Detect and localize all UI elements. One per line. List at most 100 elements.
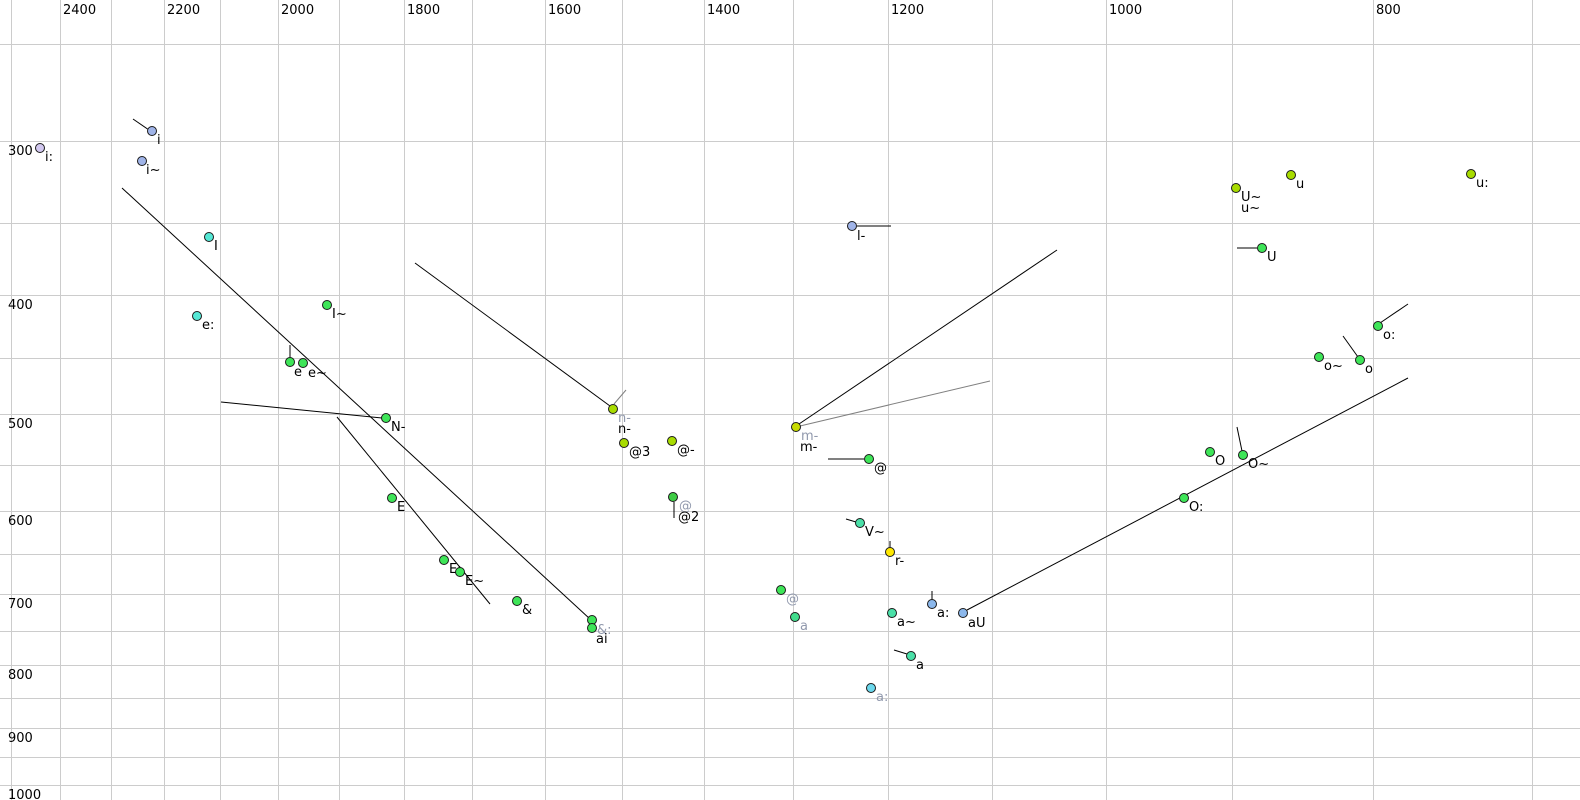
- vowel-label: i: [157, 133, 161, 148]
- vowel-label: O:: [1189, 500, 1203, 515]
- y-axis-tick-label: 900: [8, 731, 33, 746]
- vowel-label: a: [800, 619, 808, 634]
- vowel-label: n-: [618, 411, 631, 426]
- vowel-label: aU: [968, 616, 985, 631]
- vowel-label: n-: [618, 422, 631, 437]
- y-axis-tick-label: 800: [8, 668, 33, 683]
- vowel-label: N-: [391, 420, 406, 435]
- vowel-point: [1238, 450, 1248, 460]
- trajectory-line: [798, 249, 1058, 425]
- y-axis-tick-label: 400: [8, 298, 33, 313]
- trajectory-line: [1236, 426, 1243, 452]
- vowel-point: [35, 143, 45, 153]
- vowel-label: a:: [937, 606, 949, 621]
- vowel-label: @: [874, 461, 887, 476]
- vowel-label: @-: [677, 443, 695, 458]
- vowel-label: I~: [332, 307, 347, 322]
- vowel-point: [147, 126, 157, 136]
- vowel-point: [958, 608, 968, 618]
- vowel-point: [1314, 352, 1324, 362]
- x-axis-tick-label: 1200: [891, 3, 924, 18]
- vowel-label: u:: [1476, 176, 1489, 191]
- trajectory-line: [845, 518, 857, 523]
- vowel-label: E~: [465, 574, 484, 589]
- vowel-label: m-: [801, 429, 819, 444]
- vowel-point: [298, 358, 308, 368]
- vowel-point: [512, 596, 522, 606]
- vowel-label: u: [1296, 177, 1304, 192]
- vowel-label: ai: [596, 632, 608, 647]
- vowel-point: [906, 651, 916, 661]
- vowel-label: O: [1215, 454, 1225, 469]
- vowel-label: V~: [865, 525, 885, 540]
- vowel-label: a: [916, 658, 924, 673]
- vowel-point: [668, 492, 678, 502]
- vowel-point: [1179, 493, 1189, 503]
- vowel-label: E: [397, 500, 405, 515]
- vowel-point: [439, 555, 449, 565]
- vowel-label: I: [214, 239, 218, 254]
- vowel-point: [1231, 183, 1241, 193]
- vowel-label: U: [1267, 250, 1277, 265]
- trajectory-line: [1342, 335, 1359, 358]
- trajectory-line: [893, 649, 908, 655]
- vowel-point: [864, 454, 874, 464]
- vowel-point: [885, 547, 895, 557]
- trajectory-line: [414, 262, 611, 407]
- trajectory-line: [613, 389, 627, 405]
- vowel-point: [855, 518, 865, 528]
- vowel-point: [608, 404, 618, 414]
- y-axis-tick-label: 700: [8, 597, 33, 612]
- x-axis-tick-label: 2200: [167, 3, 200, 18]
- vowel-point: [1286, 170, 1296, 180]
- y-axis-tick-label: 600: [8, 514, 33, 529]
- x-axis-tick-label: 1400: [707, 3, 740, 18]
- vowel-point: [204, 232, 214, 242]
- vowel-label: &:: [597, 623, 612, 638]
- y-axis-tick-label: 300: [8, 144, 33, 159]
- vowel-label: a:: [876, 690, 888, 705]
- vowel-point: [1257, 243, 1267, 253]
- vowel-point: [192, 311, 202, 321]
- vowel-point: [866, 683, 876, 693]
- trajectory-line: [132, 118, 150, 131]
- vowel-label: @: [679, 499, 692, 514]
- vowel-point: [1373, 321, 1383, 331]
- vowel-label: o: [1365, 362, 1373, 377]
- vowel-point: [1205, 447, 1215, 457]
- y-axis-tick-label: 500: [8, 417, 33, 432]
- vowel-label: e: [294, 365, 302, 380]
- vowel-label: i:: [45, 150, 53, 165]
- x-axis-tick-label: 2400: [63, 3, 96, 18]
- vowel-point: [322, 300, 332, 310]
- x-axis-tick-label: 1800: [407, 3, 440, 18]
- vowel-label: r-: [895, 554, 905, 569]
- vowel-label: @2: [678, 510, 699, 525]
- vowel-label: o:: [1383, 328, 1395, 343]
- vowel-point: [927, 599, 937, 609]
- vowel-label: o~: [1324, 359, 1343, 374]
- vowel-point: [137, 156, 147, 166]
- vowel-label: e:: [202, 318, 214, 333]
- vowel-point: [1466, 169, 1476, 179]
- vowel-point: [285, 357, 295, 367]
- vowel-label: &: [522, 603, 532, 618]
- x-axis-tick-label: 2000: [281, 3, 314, 18]
- x-axis-tick-label: 1000: [1109, 3, 1142, 18]
- vowel-label: m-: [800, 440, 818, 455]
- trajectory-line: [966, 377, 1409, 611]
- vowel-point: [667, 436, 677, 446]
- vowel-label: u~: [1241, 201, 1260, 216]
- vowel-label: a~: [897, 615, 916, 630]
- trajectory-line: [121, 187, 591, 620]
- y-axis-tick-label: 1000: [8, 788, 41, 800]
- vowel-point: [790, 612, 800, 622]
- vowel-point: [455, 567, 465, 577]
- vowel-point: [847, 221, 857, 231]
- x-axis-tick-label: 800: [1376, 3, 1401, 18]
- vowel-point: [776, 585, 786, 595]
- vowel-point: [381, 413, 391, 423]
- vowel-label: @: [786, 592, 799, 607]
